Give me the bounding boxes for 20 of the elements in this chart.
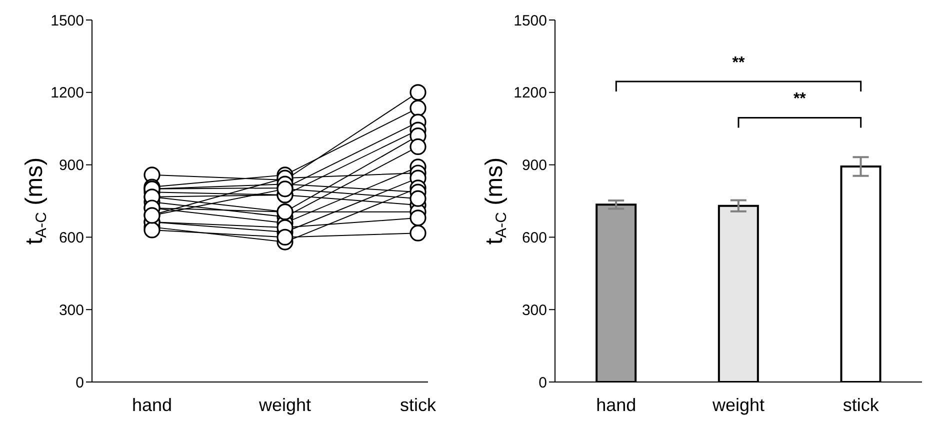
y-tick-label: 0 <box>538 374 547 392</box>
y-tick-label: 600 <box>58 230 84 247</box>
y-tick-label: 300 <box>58 302 84 319</box>
y-tick-label: 600 <box>522 230 547 247</box>
y-tick-label: 300 <box>522 302 547 319</box>
y-tick-label: 1500 <box>50 12 84 30</box>
x-tick-label: hand <box>596 394 636 415</box>
y-tick-label: 1200 <box>50 84 84 102</box>
y-tick-label: 900 <box>522 157 547 174</box>
y-tick-label: 1200 <box>514 84 547 102</box>
y-tick-label: 900 <box>58 157 84 174</box>
y-tick-label: 0 <box>76 374 84 392</box>
x-tick-label: hand <box>132 394 172 415</box>
x-tick-label: weight <box>711 394 765 415</box>
annotation: ** <box>732 54 746 72</box>
x-tick-label: weight <box>258 394 312 415</box>
annotation: ** <box>793 90 807 108</box>
x-tick-label: stick <box>842 394 880 415</box>
x-tick-label: stick <box>400 394 437 415</box>
y-tick-label: 1500 <box>514 12 547 30</box>
